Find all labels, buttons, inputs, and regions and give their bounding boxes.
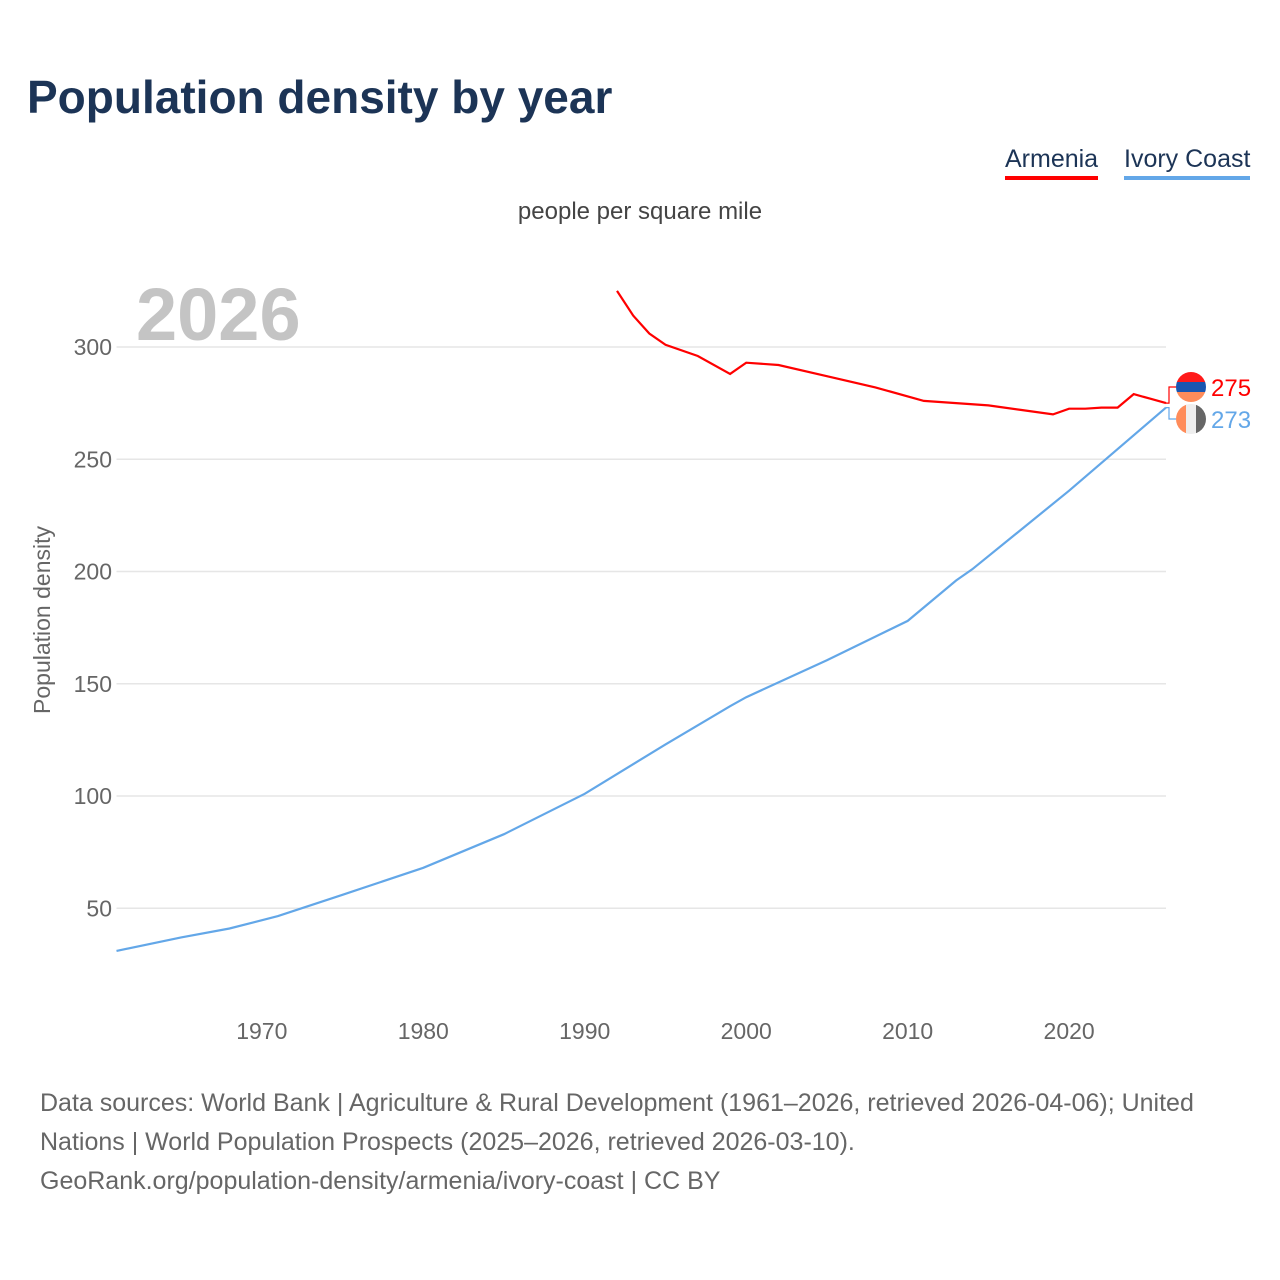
source-link[interactable]: GeoRank.org/population-density/armenia/i… bbox=[40, 1167, 721, 1195]
y-axis-label: Population density bbox=[29, 526, 55, 714]
series-line-ivory-coast bbox=[116, 406, 1167, 952]
source-note: Data sources: World Bank | Agriculture &… bbox=[40, 1084, 1250, 1201]
x-tick-label: 1970 bbox=[236, 1018, 287, 1044]
x-tick-label: 2000 bbox=[721, 1018, 772, 1044]
legend-armenia[interactable]: Armenia bbox=[1005, 145, 1099, 180]
flag-icon-ivory-coast bbox=[1176, 404, 1206, 434]
source-text: Data sources: World Bank | Agriculture &… bbox=[40, 1089, 1194, 1156]
y-tick-label: 200 bbox=[74, 559, 112, 585]
flag-icon-armenia bbox=[1176, 372, 1206, 402]
y-tick-label: 50 bbox=[86, 895, 112, 921]
y-tick-label: 100 bbox=[74, 783, 112, 809]
x-tick-label: 2020 bbox=[1044, 1018, 1095, 1044]
end-value-label: 275 bbox=[1211, 375, 1251, 402]
x-tick-label: 1990 bbox=[559, 1018, 610, 1044]
y-tick-label: 250 bbox=[74, 446, 112, 472]
y-tick-label: 150 bbox=[74, 671, 112, 697]
chart-title: Population density by year bbox=[27, 71, 613, 123]
legend-ivory-coast[interactable]: Ivory Coast bbox=[1124, 145, 1251, 180]
end-value-label: 273 bbox=[1211, 407, 1251, 434]
label-connector bbox=[1166, 386, 1176, 404]
x-tick-label: 2010 bbox=[882, 1018, 933, 1044]
y-tick-label: 300 bbox=[74, 334, 112, 360]
x-tick-label: 1980 bbox=[398, 1018, 449, 1044]
chart-area: 2026 50 100 150 200 250 300 1970 1980 1990 2000 201… bbox=[29, 273, 1251, 1044]
year-watermark: 2026 bbox=[136, 273, 301, 356]
label-connector bbox=[1166, 407, 1176, 420]
series-line-armenia bbox=[616, 290, 1167, 416]
chart-subtitle: people per square mile bbox=[517, 198, 763, 225]
